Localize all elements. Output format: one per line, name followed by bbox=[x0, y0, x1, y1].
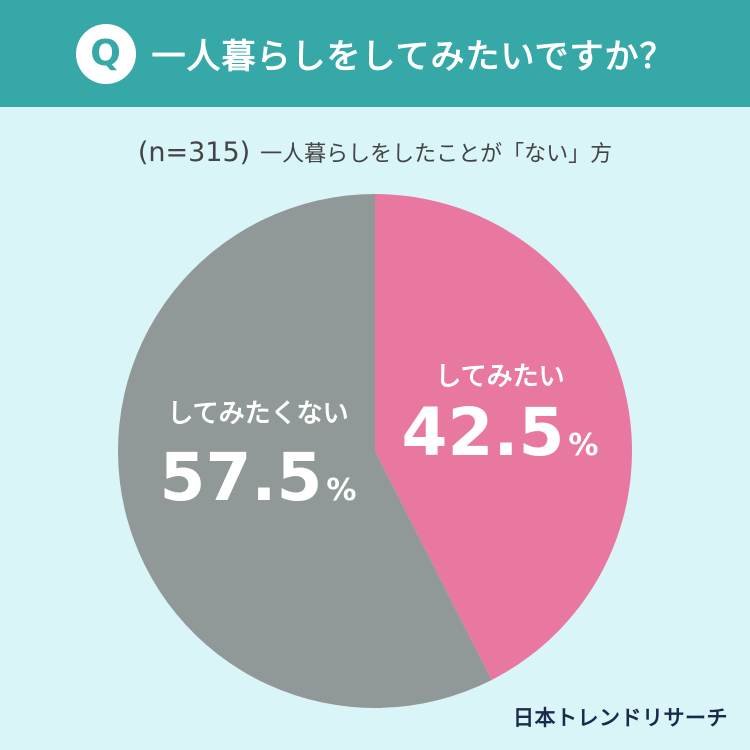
header-bar: Q 一人暮らしをしてみたいですか？ bbox=[0, 0, 750, 107]
subtitle-text: 一人暮らしをしたことが「ない」方 bbox=[260, 142, 613, 167]
slice-value-label: 42.5% bbox=[402, 394, 599, 471]
slice-value-label: 57.5% bbox=[160, 439, 357, 516]
slice-label: してみたい bbox=[435, 362, 564, 392]
brand-logo: 日本トレンドリサーチ bbox=[513, 706, 728, 730]
sample-size: (n=315) bbox=[137, 137, 251, 168]
question-title: 一人暮らしをしてみたいですか？ bbox=[151, 37, 675, 77]
question-badge: Q bbox=[75, 23, 136, 84]
chart-subtitle: (n=315) 一人暮らしをしたことが「ない」方 bbox=[0, 136, 750, 168]
pie-slice bbox=[118, 194, 492, 708]
slice-label: してみたくない bbox=[167, 399, 348, 429]
pie-slice bbox=[375, 194, 632, 680]
